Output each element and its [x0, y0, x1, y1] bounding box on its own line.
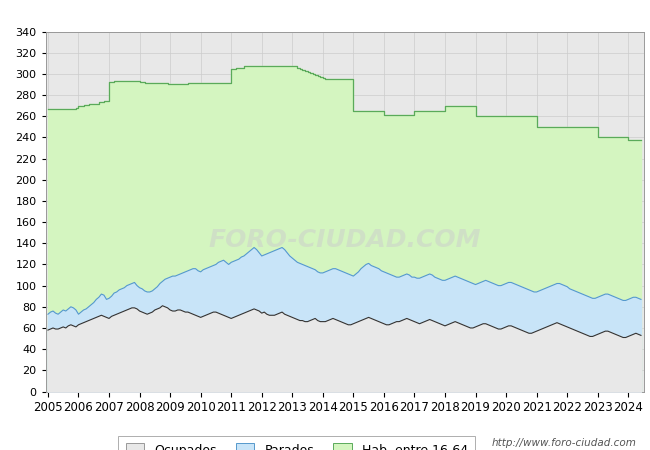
Text: http://www.foro-ciudad.com: http://www.foro-ciudad.com: [492, 438, 637, 448]
Legend: Ocupados, Parados, Hab. entre 16-64: Ocupados, Parados, Hab. entre 16-64: [118, 436, 475, 450]
Text: Sierro - Evolucion de la poblacion en edad de Trabajar Mayo de 2024: Sierro - Evolucion de la poblacion en ed…: [73, 9, 577, 24]
Text: FORO-CIUDAD.COM: FORO-CIUDAD.COM: [208, 228, 481, 252]
